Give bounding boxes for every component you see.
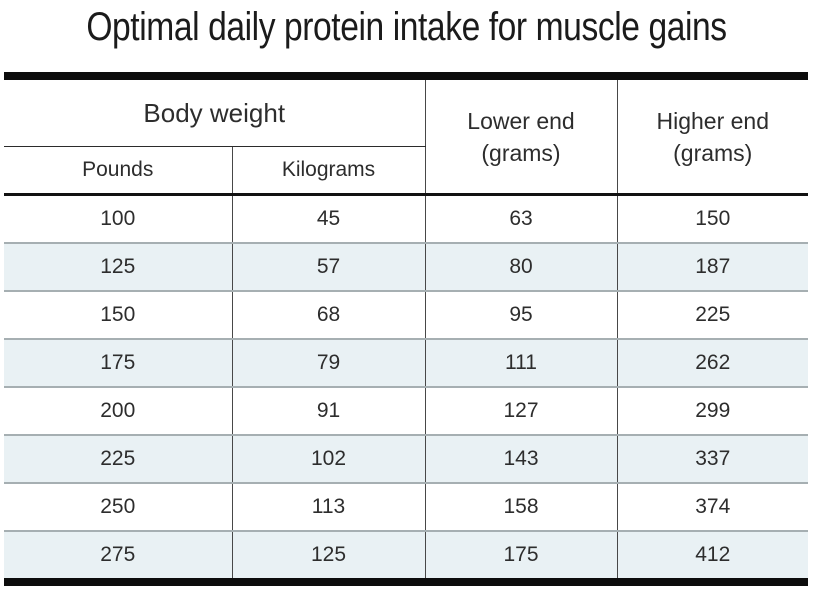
table-cell: 68: [231, 290, 425, 339]
table-cell: 262: [616, 338, 808, 387]
header-higher-end-line2: (grams): [673, 139, 753, 166]
table-cell: 127: [424, 386, 617, 435]
table-cell: 275: [4, 530, 232, 582]
table-cell: 57: [231, 242, 425, 291]
table-cell: 102: [231, 434, 425, 483]
table-row: 150 68 95 225: [4, 290, 808, 339]
table-cell: 200: [4, 386, 232, 435]
table-cell: 63: [424, 193, 617, 243]
table-cell: 187: [616, 242, 808, 291]
header-sub-row: Pounds Kilograms: [4, 146, 808, 196]
table-cell: 150: [4, 290, 232, 339]
header-lower-end: Lower end (grams): [424, 76, 617, 196]
table-row: 275 125 175 412: [4, 530, 808, 582]
header-higher-end-line1: Higher end: [656, 107, 770, 134]
table-cell: 225: [4, 434, 232, 483]
table-cell: 45: [231, 193, 425, 243]
table-cell: 125: [231, 530, 425, 582]
header-lower-end-line1: Lower end: [467, 107, 575, 134]
table-cell: 412: [616, 530, 808, 582]
table-cell: 299: [616, 386, 808, 435]
header-group-row: Body weight Lower end (grams) Higher end…: [4, 76, 808, 196]
table-row: 200 91 127 299: [4, 386, 808, 435]
protein-table: Body weight Lower end (grams) Higher end…: [4, 72, 808, 586]
header-higher-end: Higher end (grams): [616, 76, 808, 196]
table-cell: 175: [4, 338, 232, 387]
chart-title: Optimal daily protein intake for muscle …: [86, 5, 727, 49]
table-cell: 113: [231, 482, 425, 531]
table-row: 250 113 158 374: [4, 482, 808, 531]
table-row: 225 102 143 337: [4, 434, 808, 483]
protein-intake-infographic: Optimal daily protein intake for muscle …: [0, 4, 813, 614]
table-cell: 125: [4, 242, 232, 291]
table-cell: 374: [616, 482, 808, 531]
header-body-weight: Body weight: [4, 76, 425, 147]
table-cell: 80: [424, 242, 617, 291]
table-row: 125 57 80 187: [4, 242, 808, 291]
table-cell: 143: [424, 434, 617, 483]
header-lower-end-line2: (grams): [481, 139, 561, 166]
table-body: 100 45 63 150 125 57 80 187 150 68 95 225 175 79 111 26…: [4, 193, 808, 582]
table-cell: 79: [231, 338, 425, 387]
table-cell: 111: [424, 338, 617, 387]
table-cell: 175: [424, 530, 617, 582]
table-cell: 225: [616, 290, 808, 339]
table-cell: 150: [616, 193, 808, 243]
table-row: 175 79 111 262: [4, 338, 808, 387]
header-kilograms: Kilograms: [231, 146, 425, 196]
table-header: Body weight Lower end (grams) Higher end…: [4, 76, 808, 196]
table-cell: 158: [424, 482, 617, 531]
table-cell: 95: [424, 290, 617, 339]
table-cell: 250: [4, 482, 232, 531]
table-cell: 337: [616, 434, 808, 483]
table-row: 100 45 63 150: [4, 193, 808, 243]
header-pounds: Pounds: [4, 146, 232, 196]
table-cell: 100: [4, 193, 232, 243]
table-cell: 91: [231, 386, 425, 435]
